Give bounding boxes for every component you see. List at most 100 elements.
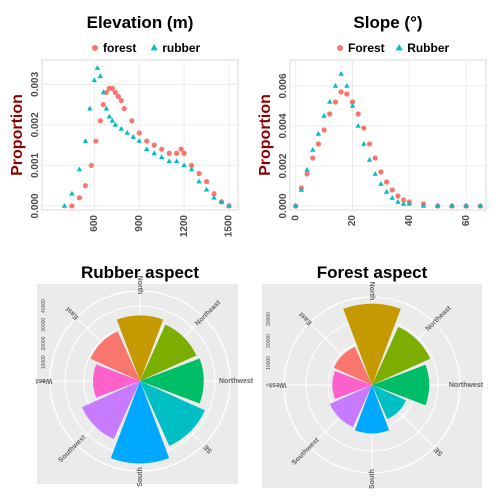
wedge-west [93,364,140,398]
point-forest [355,111,361,117]
point-forest [69,203,75,209]
point-forest [181,150,187,156]
point-rubber [136,138,142,143]
point-forest [174,150,180,156]
category-label-northwest: Northwest [219,378,254,385]
point-rubber [372,171,378,176]
radial-tick-label: 30000 [266,312,272,326]
point-forest [349,99,356,105]
wedge-se [372,385,407,420]
wedge-southwest [81,381,140,440]
plot-area [289,59,487,211]
point-forest [327,111,333,117]
radial-tick-label: 10000 [266,356,272,370]
y-axis-label: Proportion [9,94,26,176]
point-forest [82,183,88,189]
legend-marker-forest [337,45,343,51]
point-forest [151,142,157,148]
chart-title: Forest aspect [317,263,428,282]
radial-tick-label: 0 [266,383,272,386]
legend-marker-rubber [150,44,158,51]
category-label-south: South [369,469,376,489]
point-forest [395,193,401,199]
point-rubber [332,83,339,88]
category-label-west: West [35,377,52,384]
category-label-north: North [368,282,375,301]
wedge-northeast [372,326,431,385]
x-tick-label: 20 [347,215,358,227]
point-forest [321,127,327,133]
series-rubber [61,65,232,208]
wedge-north [343,303,401,385]
point-forest [344,91,350,97]
series-rubber [292,71,484,208]
point-forest [76,195,83,201]
point-forest [304,171,310,177]
point-rubber [338,71,344,76]
chart-title: Rubber aspect [81,263,199,282]
point-rubber [144,146,150,151]
point-rubber [226,202,232,208]
point-rubber [151,150,157,156]
point-forest [115,93,121,100]
point-forest [310,155,316,161]
radial-tick-label: 20000 [41,336,47,350]
y-tick-label: 0.004 [278,113,289,138]
point-rubber [181,162,187,168]
x-tick-label: 60 [461,215,472,227]
point-rubber [378,181,384,186]
point-forest [401,197,407,203]
y-tick-label: 0.002 [30,112,41,137]
point-forest [97,118,103,124]
point-forest [178,146,184,152]
legend-marker-rubber [395,44,403,51]
point-forest [383,179,390,185]
point-rubber [103,105,110,111]
y-tick-label: 0.001 [30,152,41,177]
point-forest [332,99,339,105]
category-label-west: West [269,381,286,388]
legend-label-forest: forest [103,41,136,55]
legend-label-forest: Forest [348,41,385,55]
point-rubber [100,89,107,95]
point-rubber [109,117,116,123]
point-rubber [321,113,327,118]
x-tick-label: 1200 [179,215,190,238]
point-rubber [292,203,299,208]
y-tick-label: 0.002 [278,153,289,178]
point-rubber [435,203,441,208]
wedge-north [116,315,164,381]
radial-tick-label: 30000 [41,318,47,332]
polar-panel-2: Rubber aspectNorthNortheastNorthwestSESo… [35,263,254,487]
x-tick-label: 600 [89,215,100,232]
point-forest [112,89,118,96]
wedge-west [332,371,372,399]
y-tick-label: 0.000 [30,193,41,218]
point-forest [189,162,195,169]
point-rubber [406,201,413,206]
x-tick-label: 1500 [224,215,235,238]
point-forest [196,170,202,177]
point-rubber [344,83,350,88]
wedge-east [90,331,140,381]
point-rubber [91,77,98,83]
scatter-panel-0: Elevation (m) forest rubber 600 900 1200 1500 0… [9,13,239,238]
point-rubber [355,123,361,128]
legend-label-rubber: rubber [162,41,200,55]
point-forest [338,89,344,95]
point-forest [372,155,378,161]
wedge-east [333,346,372,385]
point-forest [144,138,150,144]
radial-tick-label: 40000 [41,299,47,313]
radial-tick-label: 20000 [266,334,272,348]
x-tick-label: 0 [290,215,301,221]
point-rubber [298,187,305,192]
point-forest [389,187,395,193]
category-label-northwest: Northwest [449,382,484,389]
legend-marker-forest [92,45,98,51]
point-rubber [166,158,172,164]
point-forest [366,141,373,147]
point-rubber [76,166,83,172]
point-rubber [449,203,455,208]
wedge-northwest [140,358,204,404]
